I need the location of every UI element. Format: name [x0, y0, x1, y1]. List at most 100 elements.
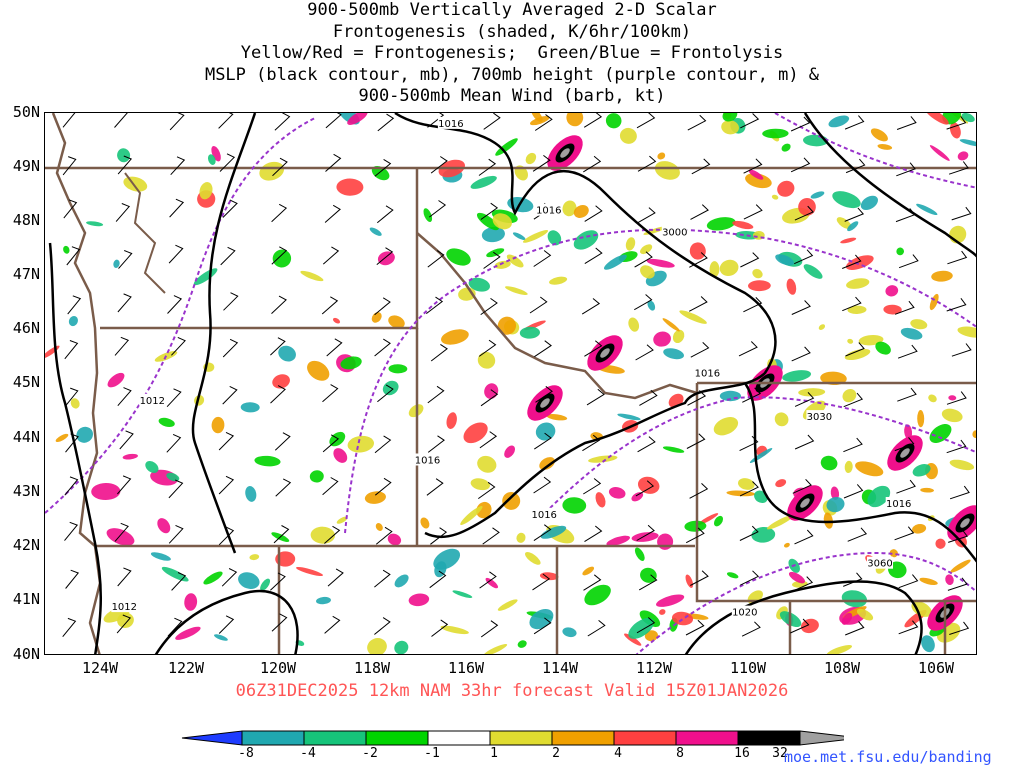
title-line-4: MSLP (black contour, mb), 700mb height (…: [204, 64, 820, 85]
colorbar-label: 32: [772, 746, 788, 761]
wind-barb: [65, 433, 79, 453]
wind-barb: [168, 524, 184, 544]
frontogenesis-core: [800, 498, 810, 508]
frontogenesis-cell: [752, 268, 763, 279]
frontogenesis-cell: [928, 394, 937, 403]
wind-barb: [374, 158, 392, 177]
wind-barb: [951, 343, 972, 357]
frontogenesis-cell: [860, 195, 878, 211]
colorbar-segment: [427, 730, 491, 746]
wind-barb: [274, 113, 291, 131]
colorbar-label: 8: [676, 746, 684, 761]
wind-barb: [65, 569, 80, 589]
frontogenesis-cell: [732, 220, 754, 230]
wind-barb: [743, 297, 763, 313]
frontogenesis-cell: [240, 402, 260, 413]
wind-barb: [430, 156, 448, 174]
wind-barb: [687, 114, 707, 131]
lat-label: 43N: [12, 482, 40, 500]
wind-barb: [636, 524, 655, 541]
wind-barb: [425, 296, 444, 314]
wind-barb: [375, 526, 393, 545]
wind-barb: [947, 250, 968, 265]
wind-barb: [948, 529, 969, 543]
frontogenesis-cell: [107, 372, 125, 388]
frontogenesis-cell: [492, 213, 512, 230]
lat-label: 49N: [12, 157, 40, 175]
height-contour-label: 3000: [662, 228, 687, 239]
frontogenesis-cell: [364, 491, 386, 504]
wind-barb: [790, 116, 811, 132]
mslp-contour-label-background: [139, 393, 166, 406]
frontogenesis-cell: [45, 345, 60, 359]
wind-barb: [845, 158, 866, 174]
frontogenesis-cell: [123, 176, 148, 192]
frontogenesis-cell: [91, 482, 121, 501]
wind-barb: [374, 477, 392, 496]
wind-barb: [271, 203, 288, 223]
wind-barb: [739, 570, 760, 586]
mslp-contour-label: 1016: [536, 206, 561, 217]
frontogenesis-cell: [506, 254, 524, 268]
wind-barb: [740, 252, 760, 268]
wind-barb: [685, 527, 705, 544]
frontogenesis-cell: [634, 547, 645, 561]
lat-label: 44N: [12, 428, 40, 446]
frontogenesis-cell: [122, 453, 138, 460]
wind-barb: [327, 568, 344, 587]
frontogenesis-cell: [272, 249, 292, 268]
wind-barb: [583, 478, 602, 495]
wind-barb: [636, 113, 656, 129]
credit-link[interactable]: moe.met.fsu.edu/banding: [784, 748, 992, 766]
wind-barb: [218, 431, 235, 451]
frontogenesis-cell: [631, 492, 644, 502]
frontogenesis-cell: [55, 433, 69, 442]
wind-barb: [374, 617, 391, 635]
wind-barb: [480, 297, 498, 316]
wind-barb: [793, 249, 814, 265]
frontogenesis-cell: [477, 351, 496, 369]
frontogenesis-cell: [775, 479, 787, 488]
wind-barb: [430, 343, 448, 362]
wind-barb: [67, 295, 82, 315]
frontogenesis-cell: [875, 341, 891, 355]
wind-barb: [167, 295, 183, 314]
wind-barb: [897, 387, 917, 402]
colorbar-segment: [613, 730, 677, 746]
frontogenesis-cell: [76, 426, 94, 443]
frontogenesis-cell: [484, 383, 499, 399]
wind-barb: [170, 156, 186, 176]
wind-barb: [480, 389, 499, 407]
frontogenesis-cell: [847, 221, 859, 232]
wind-barb: [584, 525, 603, 543]
wind-barb: [482, 527, 500, 545]
wind-barb: [689, 483, 709, 499]
frontogenesis-cell: [388, 364, 408, 374]
wind-barb: [690, 570, 709, 586]
frontogenesis-cell: [920, 487, 934, 493]
frontogenesis-cell: [522, 230, 549, 243]
height-contour-label: 3030: [807, 412, 832, 423]
frontogenesis-cell: [516, 532, 526, 543]
wind-barb: [533, 476, 552, 494]
lon-label: 116W: [447, 659, 485, 677]
wind-barb: [220, 246, 236, 266]
frontogenesis-cell: [481, 226, 505, 243]
wind-barb: [171, 336, 186, 356]
frontogenesis-cell: [877, 143, 893, 150]
wind-barb: [429, 570, 447, 589]
frontogenesis-cell: [803, 264, 823, 279]
mslp-contour-label: 1016: [695, 369, 720, 380]
wind-barb: [427, 113, 445, 128]
frontogenesis-cell: [637, 476, 660, 494]
frontogenesis-cell: [446, 412, 457, 429]
colorbar-segment: [799, 730, 844, 746]
frontogenesis-cell: [517, 640, 527, 648]
wind-barb: [794, 529, 814, 545]
frontogenesis-cell: [748, 280, 771, 292]
wind-barb: [582, 434, 601, 452]
frontogenesis-cell: [798, 198, 816, 216]
frontogenesis-cell: [145, 461, 159, 473]
colorbar-segment: [181, 730, 243, 746]
wind-barb: [946, 298, 967, 312]
